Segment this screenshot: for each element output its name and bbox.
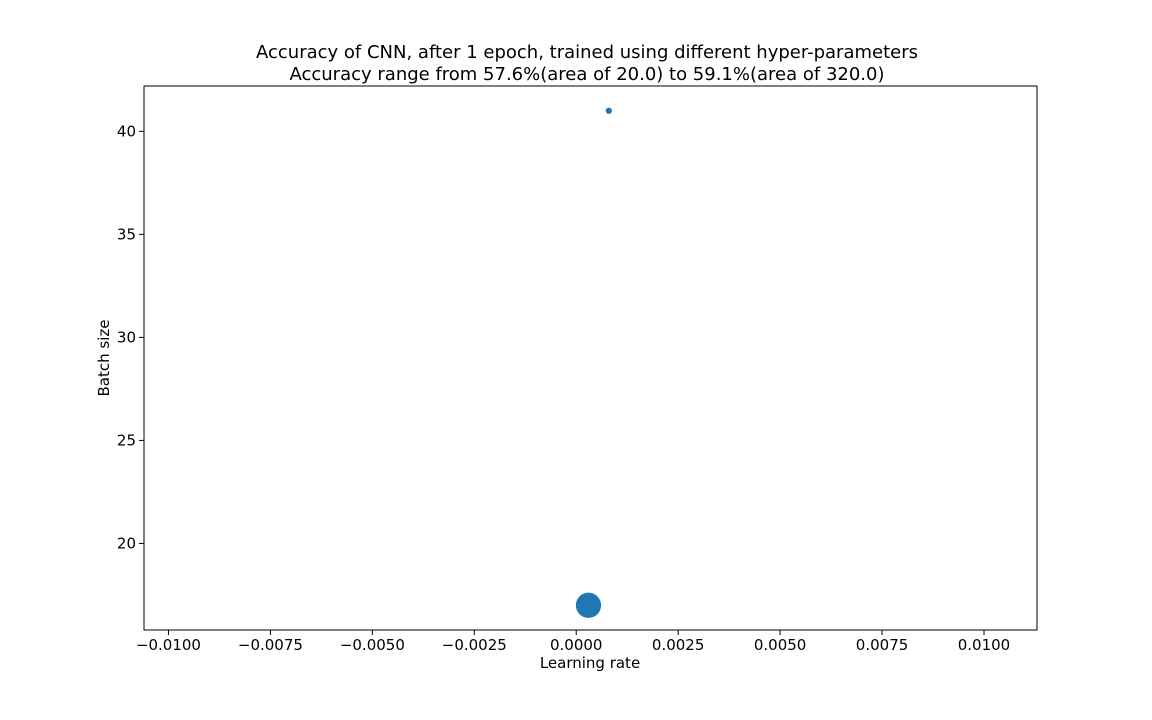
x-tick-label: 0.0050 (754, 636, 807, 654)
y-axis-label: Batch size (95, 320, 113, 397)
y-tick-label: 35 (117, 225, 136, 243)
x-axis-ticks: −0.0100 −0.0075 −0.0050 −0.0025 0.0000 0.0025… (136, 630, 1010, 654)
x-tick-label: 0.0075 (856, 636, 909, 654)
y-tick-label: 20 (117, 534, 136, 552)
data-points (575, 107, 613, 618)
x-tick-label: −0.0025 (442, 636, 507, 654)
plot-area-frame (143, 85, 1038, 631)
x-tick-label: −0.0075 (238, 636, 303, 654)
scatter-point (605, 107, 613, 114)
chart-subtitle: Accuracy range from 57.6%(area of 20.0) … (289, 64, 884, 85)
x-tick-label: 0.0100 (958, 636, 1011, 654)
x-tick-label: −0.0050 (340, 636, 405, 654)
x-tick-label: 0.0000 (550, 636, 603, 654)
y-tick-label: 25 (117, 431, 136, 449)
x-tick-label: −0.0100 (136, 636, 201, 654)
y-tick-label: 30 (117, 328, 136, 346)
scatter-point (575, 592, 602, 618)
y-axis-ticks: 20 25 30 35 40 (117, 122, 144, 552)
x-tick-label: 0.0025 (652, 636, 705, 654)
x-axis-label: Learning rate (540, 654, 640, 672)
chart-title: Accuracy of CNN, after 1 epoch, trained … (256, 42, 918, 63)
y-tick-label: 40 (117, 122, 136, 140)
